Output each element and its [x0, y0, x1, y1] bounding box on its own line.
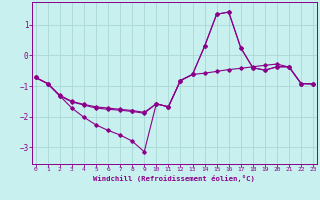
X-axis label: Windchill (Refroidissement éolien,°C): Windchill (Refroidissement éolien,°C) — [93, 175, 255, 182]
